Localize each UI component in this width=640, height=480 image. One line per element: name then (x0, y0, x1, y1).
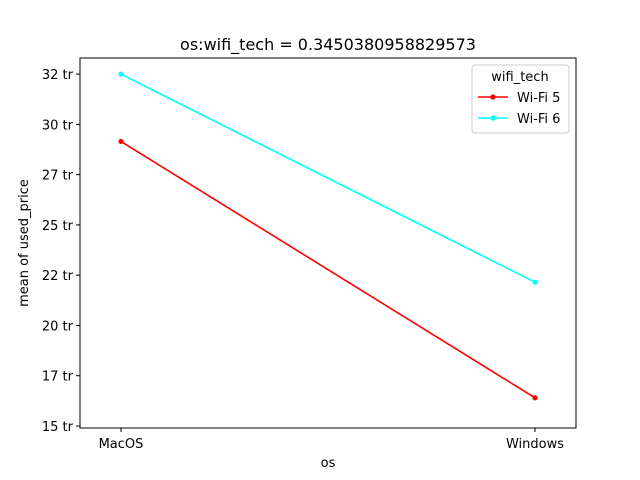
series-line (120, 140, 536, 399)
series-layer (118, 71, 538, 401)
x-axis: MacOS Windows (99, 428, 564, 452)
legend-swatch-marker (490, 94, 496, 100)
chart-title: os:wifi_tech = 0.3450380958829573 (180, 35, 476, 55)
y-axis-label: mean of used_price (17, 179, 32, 307)
data-point (532, 279, 538, 285)
y-tick-label: 25 tr (42, 219, 74, 234)
x-tick-label: MacOS (99, 437, 144, 452)
y-tick-label: 17 tr (42, 370, 74, 385)
y-axis: 15 tr 17 tr 20 tr 22 tr 25 tr 27 tr 30 tr 32 tr (42, 68, 80, 435)
legend-item: Wi-Fi 6 (478, 112, 560, 127)
x-tick-label: Windows (506, 437, 564, 452)
legend-title: wifi_tech (491, 70, 548, 85)
legend-label: Wi-Fi 6 (517, 112, 560, 127)
y-tick-label: 15 tr (42, 420, 74, 435)
data-point (532, 395, 538, 401)
y-tick-label: 32 tr (42, 68, 74, 83)
y-tick-label: 22 tr (42, 269, 74, 284)
series-line (120, 73, 536, 283)
legend-item: Wi-Fi 5 (478, 91, 560, 106)
x-axis-label: os (321, 456, 336, 471)
legend-box (471, 64, 570, 134)
data-point (118, 71, 124, 77)
legend-swatch-marker (490, 115, 496, 121)
series-wi-fi-5 (118, 138, 538, 401)
legend: wifi_tech Wi-Fi 5 Wi-Fi 6 (471, 64, 570, 134)
y-tick-label: 20 tr (42, 319, 74, 334)
y-tick-label: 30 tr (42, 118, 74, 133)
y-tick-label: 27 tr (42, 169, 74, 184)
legend-items: Wi-Fi 5 Wi-Fi 6 (478, 91, 560, 127)
series-wi-fi-6 (118, 71, 538, 285)
data-point (118, 138, 124, 145)
legend-label: Wi-Fi 5 (517, 91, 560, 106)
